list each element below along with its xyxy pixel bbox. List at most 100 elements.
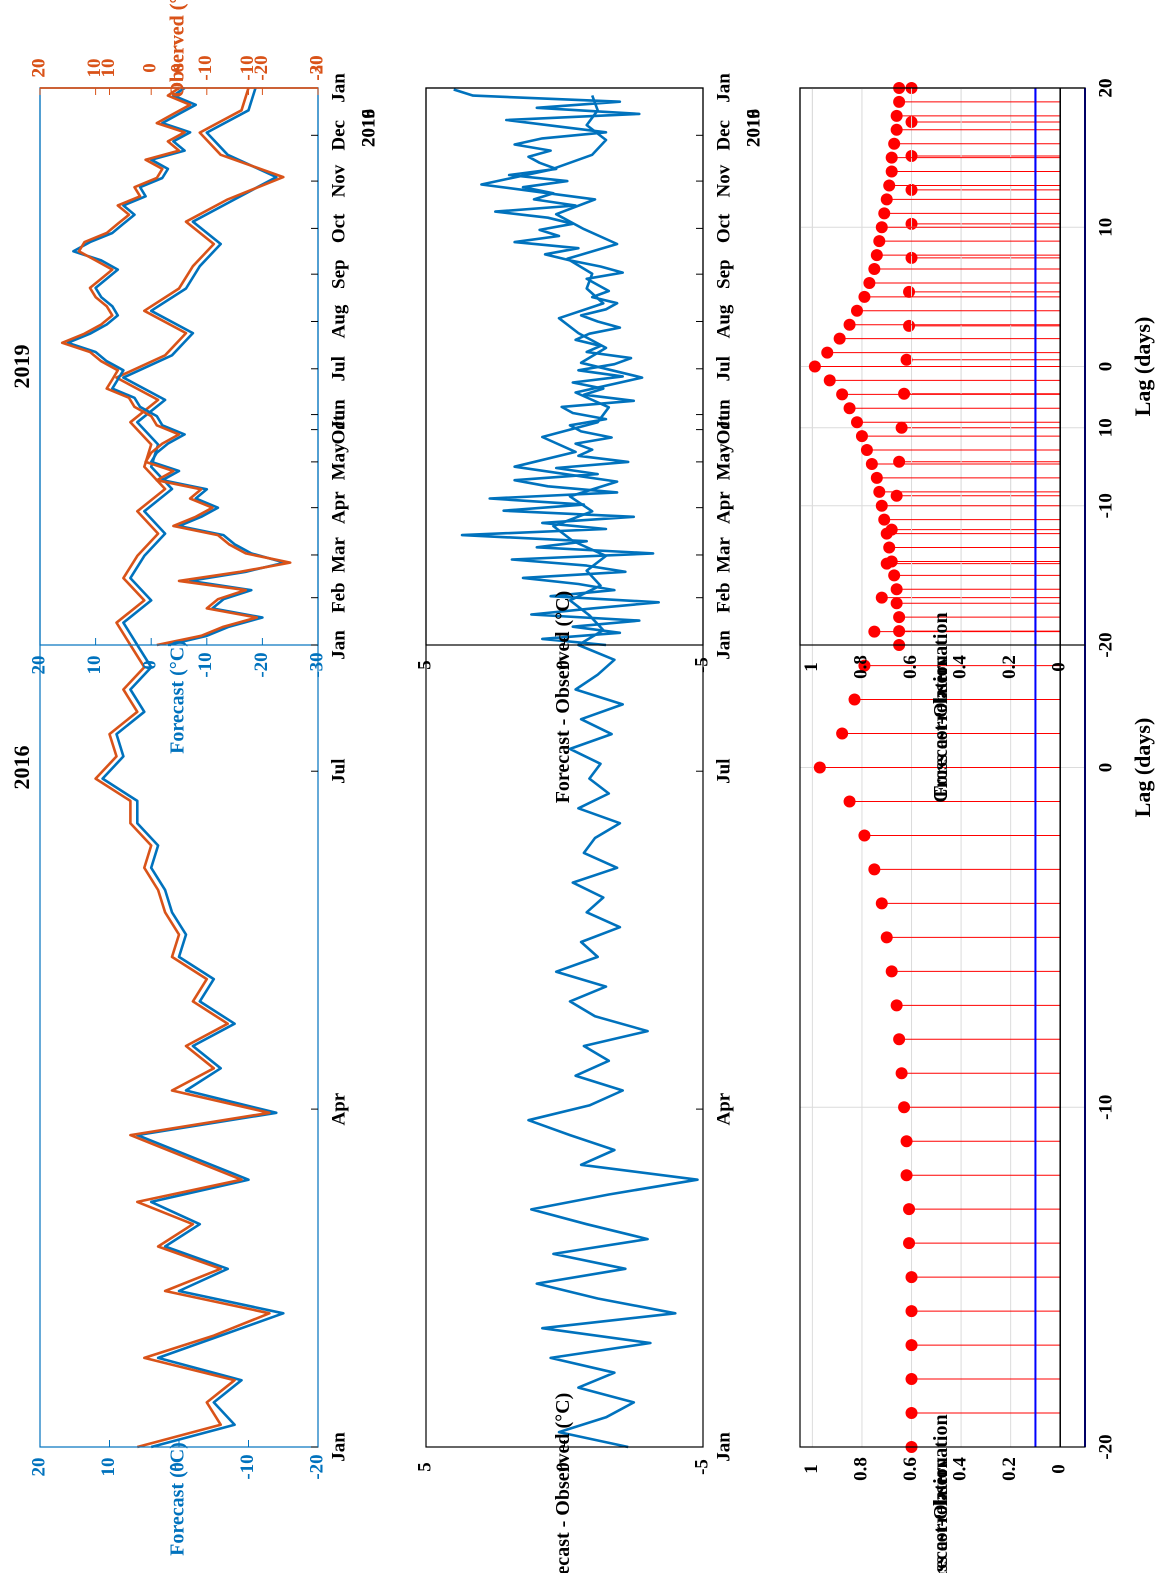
diff-2019-ytick-label: 0 [553, 660, 574, 670]
xc-2016-marker [898, 387, 911, 400]
xc-2019-marker [858, 290, 871, 303]
ts-2019-series-forecast-line [66, 86, 286, 647]
ts-2019-ytick-right-label: 10 [84, 59, 105, 78]
diff-2019-xtick-label: Jan [713, 630, 734, 660]
xc-2016-marker [880, 931, 893, 944]
xc-2016-marker [890, 999, 903, 1012]
xc-2016-marker [813, 761, 826, 774]
xc-2019-marker [870, 249, 883, 262]
xc-2019-marker [888, 569, 901, 582]
ts-2016-ytick-label: 20 [28, 1458, 49, 1477]
xc-2019-xtick-label: -20 [1095, 632, 1116, 657]
xc-2019-xlabel: Lag (days) [1130, 317, 1155, 417]
ts-2016-ytick-right-label: -20 [306, 55, 327, 80]
ts-2016-ytick-right-label: 0 [167, 63, 188, 73]
xc-2016-xtick-label: -20 [1095, 1434, 1116, 1459]
xc-2019-marker [890, 123, 903, 136]
xc-2019-ytick-label: 1 [801, 662, 822, 672]
xc-2016-xtick-label: 10 [1095, 418, 1116, 437]
xc-2019-marker [851, 416, 863, 429]
xc-2019-marker [890, 109, 903, 122]
xc-2019-frame [799, 87, 1086, 646]
diff-2019-ytick-label: 5 [414, 660, 435, 670]
diff-2019-frame [425, 87, 704, 646]
diff-2016-xtick-label: Oct [713, 414, 734, 444]
diff-2019-ylabel-left: Forecast - Observed (°C) [552, 591, 574, 804]
xc-2019-marker [863, 276, 876, 289]
xc-2016-marker [900, 1135, 913, 1148]
ts-2016-x-sublabel: 2016 [358, 109, 379, 147]
ts-2016-ytick-label: -10 [237, 1454, 258, 1479]
xc-2016-ylabel-line1: Cross correlation [930, 1457, 952, 1573]
diff-2016-ylabel-left: Forecast - Observed (°C) [552, 1393, 574, 1573]
xc-2016-xtick-label: -10 [1095, 1095, 1116, 1120]
diff-2016-panel: Jan Apr Jul Oct Jan 2016 5 0 -5 Forecast - Observ… [414, 73, 764, 1573]
ts-2019-xtick-label: Sep [328, 259, 349, 289]
ts-2016-xtick-label: Oct [328, 414, 349, 444]
xc-2016-marker [903, 285, 916, 298]
xc-2019-marker [893, 625, 906, 638]
xc-2019-marker [885, 555, 898, 568]
diff-2016-xtick-label: Jan [713, 73, 734, 103]
xc-2016-ytick-label: 0.4 [949, 1457, 970, 1481]
ts-2019-ytick-label: 0 [140, 660, 161, 670]
xc-2019-marker [885, 165, 898, 178]
xc-2016-marker [903, 1237, 916, 1250]
xc-2016-xtick-label: 0 [1095, 763, 1116, 773]
ts-2016-xtick-label: Jan [328, 1432, 349, 1462]
xc-2019-marker [890, 597, 903, 610]
ts-2019-xtick-label: Jun [328, 399, 349, 430]
diff-2019-xtick-label: Mar [713, 536, 734, 572]
diff-2016-ytick-label: 5 [414, 1462, 435, 1472]
xc-2019-marker [851, 304, 863, 317]
ts-2016-ytick-label: 10 [98, 1458, 119, 1477]
ts-2019-ylabel-right: Observed (°C) [167, 0, 189, 97]
xc-2016-marker [895, 421, 908, 434]
xc-2019-marker [890, 583, 903, 596]
diff-2019-xtick-label: Oct [713, 213, 734, 243]
xc-2016-marker [905, 1373, 918, 1386]
xc-2019-marker [821, 346, 834, 359]
ts-2019-ytick-right-label: -20 [251, 55, 272, 80]
xc-2016-marker [858, 829, 871, 842]
xc-2019-xtick-label: 20 [1095, 79, 1116, 98]
diff-2019-xtick-label: Dec [713, 120, 734, 151]
xc-2019-ytick-label: 0.2 [999, 655, 1020, 679]
ts-2019-xtick-label: Jan [328, 630, 349, 660]
ts-2016-xtick-label: Apr [328, 1092, 349, 1125]
ts-2016-xtick-label: Jan [328, 73, 349, 103]
diff-2019-xtick-label: Jun [713, 399, 734, 430]
xc-2016-ytick-label: 0.8 [850, 1457, 871, 1481]
xc-2016-marker [905, 1407, 918, 1420]
xc-2016-ytick-label: 1 [801, 1464, 822, 1474]
xc-2019-marker [878, 207, 891, 220]
xc-2016-marker [875, 591, 888, 604]
diff-2019-xtick-label: Apr [713, 491, 734, 524]
xc-2019-marker [843, 402, 856, 415]
ts-2019-ytick-label: -30 [306, 652, 327, 677]
ts-2019-xtick-label: Nov [328, 164, 349, 197]
ts-2019-xtick-label: Oct [328, 213, 349, 243]
ts-2019-ytick-right-label: 0 [140, 63, 161, 73]
ts-2019-xtick-label: Apr [328, 491, 349, 524]
diff-2016-x-sublabel: 2016 [743, 109, 764, 147]
diff-2019-xtick-label: Feb [713, 582, 734, 613]
ts-2016-series-observed-line [94, 87, 285, 1449]
xc-2019-ytick-label: 0.4 [949, 655, 970, 679]
xc-2016-xtick-label: 20 [1095, 79, 1116, 98]
xc-2019-marker [883, 541, 896, 554]
diff-2019-xtick-label: May [713, 443, 734, 480]
diff-2019-panel: Jan Feb Mar Apr May Jun Jul Aug Sep Oct Nov Dec 2019… [414, 87, 764, 804]
diff-2019-ytick-label: -5 [691, 657, 712, 673]
xc-2016-marker [905, 1339, 918, 1352]
xc-2016-marker [836, 727, 849, 740]
diff-2019-series-diff-line [453, 88, 661, 647]
ts-2019-xtick-label: Mar [328, 536, 349, 572]
xc-2016-marker [893, 1033, 906, 1046]
xc-2016-marker [905, 1305, 918, 1318]
xc-2019-marker [880, 193, 893, 206]
diff-2016-ytick-label: -5 [691, 1459, 712, 1475]
